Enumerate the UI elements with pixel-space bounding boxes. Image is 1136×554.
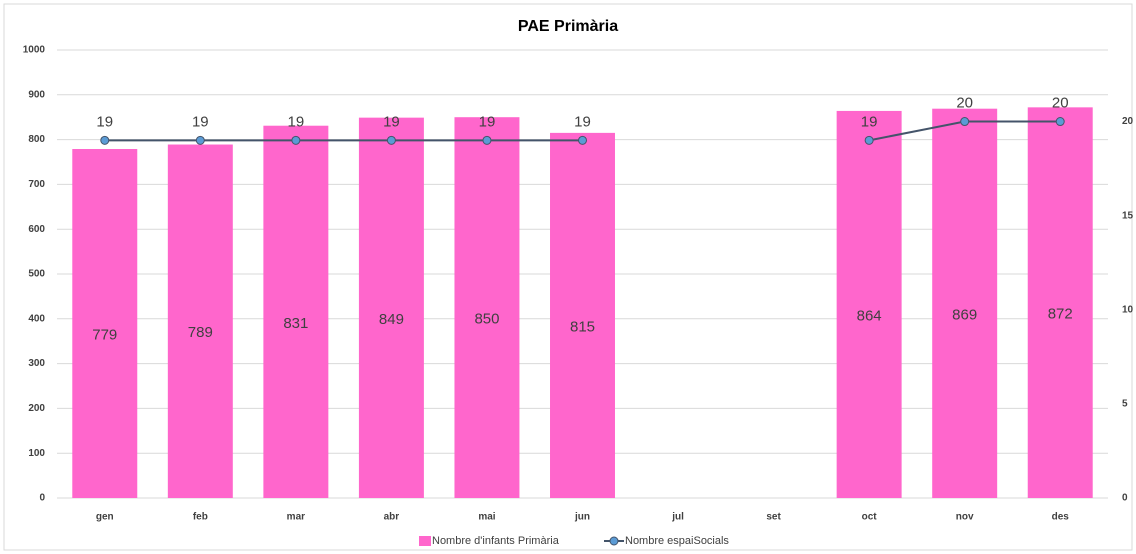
- bar-data-label: 789: [188, 324, 213, 341]
- x-tick-label: jun: [574, 512, 590, 523]
- legend-label: Nombre d'infants Primària: [432, 535, 560, 547]
- legend-marker: [609, 536, 619, 546]
- y-tick-label: 700: [28, 179, 45, 190]
- line-marker: [960, 117, 970, 127]
- y-tick-label: 200: [28, 403, 45, 414]
- bar-data-label: 815: [570, 318, 595, 335]
- y-tick-label: 1000: [23, 45, 46, 56]
- x-tick-label: mai: [478, 512, 495, 523]
- y-tick-label: 500: [28, 269, 45, 280]
- x-tick-label: nov: [956, 512, 974, 523]
- bar: [454, 117, 520, 498]
- x-tick-label: feb: [193, 512, 208, 523]
- y2-tick-label: 20: [1122, 116, 1134, 127]
- bar-data-label: 872: [1048, 306, 1073, 323]
- line-data-label: 19: [96, 113, 113, 130]
- y-tick-label: 800: [28, 134, 45, 145]
- x-tick-label: abr: [384, 512, 400, 523]
- line-marker: [864, 135, 874, 145]
- legend-swatch: [419, 536, 431, 546]
- line-data-label: 20: [956, 94, 973, 111]
- line-marker: [195, 135, 205, 145]
- line-marker: [482, 135, 492, 145]
- y-tick-label: 400: [28, 313, 45, 324]
- line-data-label: 19: [192, 113, 209, 130]
- line-data-label: 19: [479, 113, 496, 130]
- y2-tick-label: 10: [1122, 304, 1134, 315]
- line-marker: [578, 135, 587, 145]
- line-data-label: 19: [383, 113, 400, 130]
- bar: [550, 132, 615, 498]
- bar-data-label: 831: [283, 315, 308, 332]
- line-data-label: 19: [861, 113, 878, 130]
- chart-title: PAE Primària: [518, 18, 618, 35]
- line-data-label: 19: [288, 113, 305, 130]
- line-data-label: 20: [1052, 94, 1069, 111]
- y-tick-label: 300: [28, 358, 45, 369]
- x-tick-label: jul: [671, 512, 684, 523]
- bar-data-label: 850: [474, 311, 499, 328]
- bar: [167, 144, 233, 498]
- x-tick-label: set: [766, 512, 781, 523]
- y2-tick-label: 5: [1122, 399, 1128, 410]
- bar: [72, 149, 138, 498]
- y-tick-label: 900: [28, 89, 45, 100]
- line-marker: [291, 135, 301, 145]
- legend-label: Nombre espaiSocials: [625, 535, 729, 547]
- y-tick-label: 100: [28, 448, 45, 459]
- bar: [1027, 107, 1093, 499]
- line-marker: [1055, 117, 1065, 127]
- x-tick-label: gen: [96, 512, 114, 523]
- y-tick-label: 0: [39, 493, 45, 504]
- line-marker: [386, 135, 396, 145]
- y-tick-label: 600: [28, 224, 45, 235]
- x-tick-label: des: [1052, 512, 1070, 523]
- y2-tick-label: 0: [1122, 493, 1128, 504]
- bar: [358, 117, 424, 498]
- line-marker: [100, 135, 110, 145]
- bar: [836, 110, 902, 498]
- y2-tick-label: 15: [1122, 210, 1134, 221]
- bar: [263, 125, 329, 498]
- bar-data-label: 849: [379, 311, 404, 328]
- bar-data-label: 779: [92, 326, 117, 343]
- bar-data-label: 869: [952, 306, 977, 323]
- line-data-label: 19: [574, 113, 591, 130]
- bar-data-label: 864: [857, 307, 882, 324]
- x-tick-label: mar: [287, 512, 305, 523]
- x-tick-label: oct: [862, 512, 878, 523]
- bar: [932, 108, 998, 499]
